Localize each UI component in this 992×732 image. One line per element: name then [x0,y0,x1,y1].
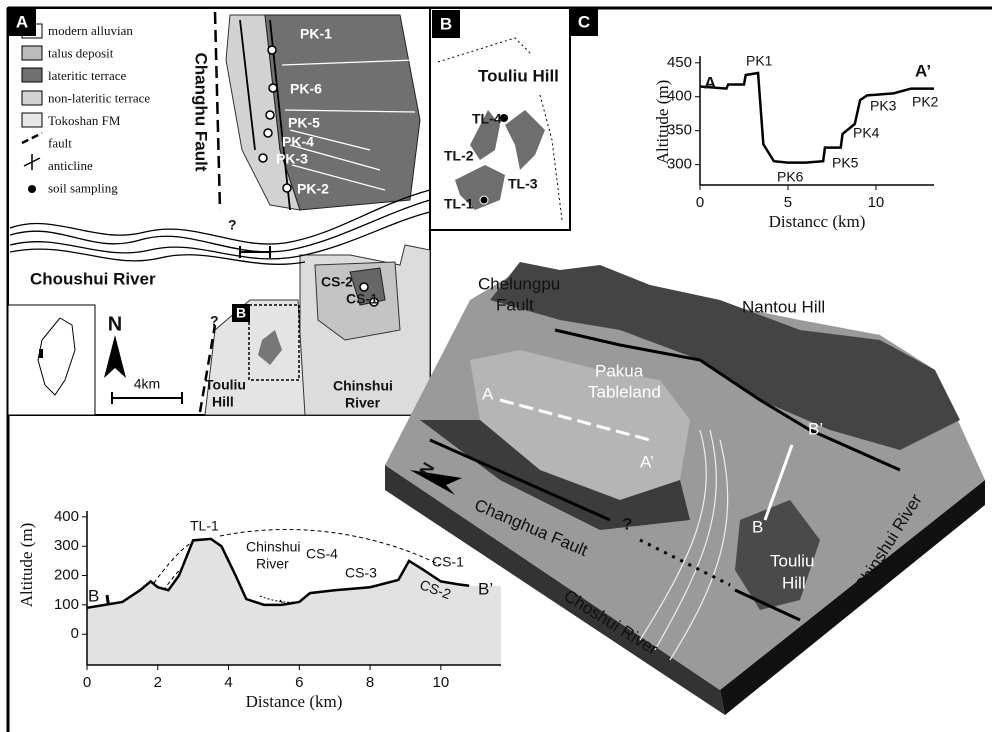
label: TL-4 [472,111,502,127]
label: PK6 [777,169,804,185]
label: B [440,14,452,33]
label: N [108,313,122,335]
label: 10 [868,194,885,211]
label: non-lateritic terrace [48,90,150,105]
label: PK-4 [282,134,314,150]
label: Fault [496,295,534,314]
label: Tableland [588,382,661,401]
label: fault [48,135,72,150]
label: River [345,395,381,411]
label: Touliu [770,551,814,570]
label: PK-2 [297,181,329,197]
label: Touliu [205,377,246,393]
tl-point [480,196,488,204]
label: PK-5 [288,115,320,131]
label: PK-1 [300,26,332,42]
label: ? [228,217,237,233]
label: 0 [83,674,91,691]
label: TL-1 [444,196,474,212]
legend-swatch [22,113,42,127]
label: Choushui River [30,269,156,288]
label: PK5 [832,155,859,171]
label: 200 [54,567,79,584]
label: 4 [224,674,232,691]
label: 300 [54,537,79,554]
label: Hill [212,394,234,410]
label: ? [622,514,632,533]
label: CS-4 [306,546,338,562]
label: lateritic terrace [48,68,127,83]
label: 4km [134,376,160,392]
label: soil sampling [48,180,118,195]
label: A’ [640,452,654,471]
label: B [236,305,246,321]
location-marker [39,349,43,358]
label: 0 [71,625,79,642]
label: 5 [784,194,792,211]
label: talus deposit [48,45,114,60]
label: 450 [667,54,692,71]
label: 400 [54,508,79,525]
label: 10 [433,674,450,691]
label: CS-3 [345,565,377,581]
label: 2 [154,674,162,691]
figure: A B Cmodern alluvian talus deposit lateritic… [0,0,992,732]
label: PK2 [912,94,939,110]
label: CS-1 [432,554,464,570]
label: PK1 [746,53,773,69]
label: anticline [48,158,93,173]
label: PK-6 [290,81,322,97]
label: B [752,517,763,536]
label: Touliu Hill [478,66,559,85]
label: CS-2 [321,274,353,290]
label: 100 [54,596,79,613]
label: A [16,12,28,31]
label: Distance (km) [246,692,343,711]
label: PK-3 [276,151,308,167]
label: Distancc (km) [769,212,866,231]
label: 0 [696,194,704,211]
label: C [578,12,590,31]
label: Chinshui [246,539,300,555]
legend-swatch [22,46,42,60]
legend-swatch [22,91,42,105]
label: 8 [366,674,374,691]
label: Nantou Hill [742,297,825,316]
label: TL-3 [508,176,538,192]
label: CS-1 [346,291,378,307]
label: Chinshui [333,378,393,394]
label: Hill [782,573,806,592]
label: River [256,556,289,572]
label: Altitude (m) [17,523,36,608]
label: ? [210,313,219,329]
label: Chelungpu [478,274,560,293]
label: PK3 [870,98,897,114]
label: A’ [915,61,931,80]
label: Tokoshan FM [48,113,121,128]
legend-swatch [22,68,42,82]
label: Changhu Fault [192,53,211,172]
label: B [88,586,99,605]
label: 6 [295,674,303,691]
label: TL-1 [190,518,219,534]
label: Altitude (m) [653,80,672,165]
label: B’ [808,419,823,438]
label: TL-2 [444,148,474,164]
label: Pakua [595,361,644,380]
label: A [482,384,494,403]
label: PK4 [853,125,880,141]
label: A [704,73,716,92]
legend-soil [28,185,36,193]
label: modern alluvian [48,23,133,38]
label: B’ [478,579,493,598]
